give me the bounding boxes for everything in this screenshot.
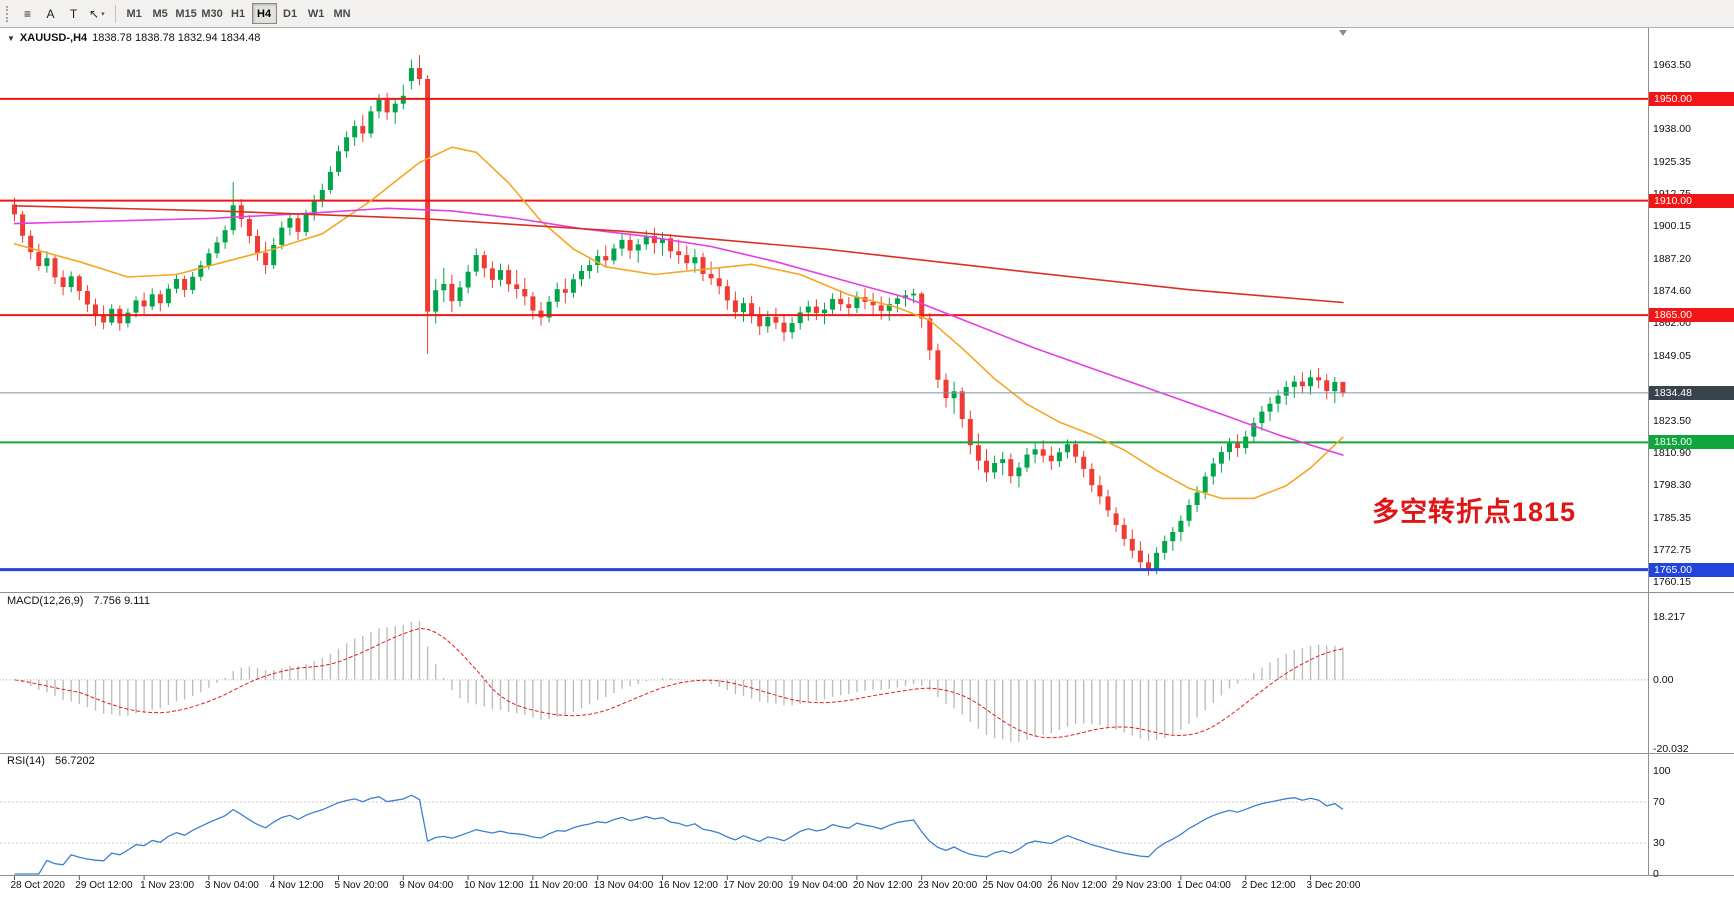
- arrows-tool-icon[interactable]: ↖ ▾: [89, 6, 105, 21]
- macd-panel-label: MACD(12,26,9) 7.756 9.111: [7, 595, 150, 607]
- chart-shift-marker[interactable]: [1339, 30, 1347, 36]
- price-axis-tick: 1849.05: [1653, 349, 1691, 362]
- price-axis-tick: 1810.90: [1653, 446, 1691, 459]
- rsi-line: [14, 794, 1344, 875]
- timeframe-group: M1 M5 M15 M30 H1 H4 D1 W1 MN: [122, 3, 356, 24]
- timeframe-m15[interactable]: M15: [175, 7, 197, 20]
- time-axis-label: 16 Nov 12:00: [658, 880, 719, 891]
- macd-axis-tick: 18.217: [1653, 611, 1686, 623]
- price-level-badge: 1950.00: [1649, 91, 1734, 106]
- ma-fast-line: [13, 146, 1344, 500]
- time-axis-label: 11 Nov 20:00: [528, 880, 588, 891]
- time-axis-label: 10 Nov 12:00: [464, 880, 524, 891]
- macd-name: MACD(12,26,9): [7, 595, 84, 607]
- timeframe-h4[interactable]: H4: [251, 3, 277, 24]
- timeframe-m1[interactable]: M1: [126, 7, 142, 20]
- time-axis-label: 9 Nov 04:00: [399, 880, 454, 891]
- time-axis-label: 20 Nov 12:00: [852, 880, 913, 891]
- price-axis-tick: 1900.15: [1653, 219, 1691, 232]
- price-axis-tick: 1798.30: [1653, 478, 1691, 491]
- timeframe-w1[interactable]: W1: [307, 7, 325, 20]
- timeframe-m30[interactable]: M30: [201, 7, 223, 20]
- dropdown-arrow-icon: ▾: [101, 10, 105, 18]
- time-axis-label: 25 Nov 04:00: [982, 880, 1043, 891]
- time-axis-label: 26 Nov 12:00: [1047, 880, 1107, 891]
- price-axis-tick: 1785.35: [1653, 511, 1691, 524]
- ma-mid-line: [13, 207, 1344, 456]
- time-axis-label: 13 Nov 04:00: [593, 880, 654, 891]
- price-axis-tick: 1887.20: [1653, 252, 1691, 265]
- rsi-name: RSI(14): [7, 755, 45, 767]
- rsi-axis-tick: 70: [1653, 795, 1665, 808]
- rsi-axis-tick: 100: [1653, 765, 1671, 777]
- price-level-badge: 1865.00: [1649, 308, 1734, 323]
- toolbar: ≡ A T ↖ ▾ M1 M5 M15 M30 H1 H4 D1 W1 MN: [0, 0, 1734, 28]
- toolbar-separator: [114, 4, 116, 23]
- macd-histogram: [13, 621, 1344, 742]
- rsi-value: 56.7202: [54, 755, 95, 767]
- price-axis-tick: 1925.35: [1653, 155, 1691, 168]
- symbol-row: ▼ XAUUSD-,H4 1838.78 1838.78 1832.94 183…: [7, 32, 260, 44]
- toolbar-grip[interactable]: [6, 5, 10, 22]
- bid-price-badge: 1834.48: [1649, 385, 1734, 400]
- text-label-icon[interactable]: A: [46, 6, 55, 21]
- timeframe-d1[interactable]: D1: [283, 7, 298, 20]
- rsi-panel-label: RSI(14) 56.7202: [7, 755, 95, 767]
- time-axis-label: 5 Nov 20:00: [334, 880, 389, 891]
- time-axis-label: 19 Nov 04:00: [788, 880, 848, 891]
- time-axis-label: 4 Nov 12:00: [269, 880, 324, 891]
- macd-axis-tick: 0.00: [1653, 673, 1674, 686]
- price-axis-tick: 1760.15: [1653, 575, 1691, 588]
- timeframe-h1[interactable]: H1: [231, 7, 246, 20]
- price-axis-tick: 1823.50: [1653, 414, 1691, 427]
- ma-slow-line: [13, 205, 1344, 304]
- time-axis-label: 29 Oct 12:00: [75, 880, 133, 891]
- time-axis-label: 1 Nov 23:00: [140, 880, 195, 891]
- symbol-label: XAUUSD-,H4: [19, 32, 88, 44]
- time-axis-label: 3 Dec 20:00: [1306, 880, 1361, 891]
- time-axis-label: 23 Nov 20:00: [917, 880, 978, 891]
- time-axis-label: 29 Nov 23:00: [1112, 880, 1172, 891]
- macd-signal-line: [14, 627, 1344, 739]
- rsi-axis-tick: 0: [1653, 868, 1659, 880]
- drawing-tools-group: ≡ A T ↖ ▾: [16, 3, 109, 24]
- charts-menu-icon[interactable]: ≡: [23, 6, 31, 21]
- time-axis-label: 17 Nov 20:00: [723, 880, 783, 891]
- ohlc-values: 1838.78 1838.78 1832.94 1834.48: [92, 32, 261, 44]
- text-tool-icon[interactable]: T: [69, 6, 78, 21]
- time-axis-label: 1 Dec 04:00: [1176, 880, 1231, 891]
- symbol-dropdown-icon[interactable]: ▼: [7, 33, 15, 43]
- timeframe-mn[interactable]: MN: [333, 7, 351, 20]
- price-axis-tick: 1874.60: [1653, 284, 1691, 297]
- rsi-axis-tick: 30: [1653, 837, 1665, 850]
- time-axis-label: 3 Nov 04:00: [204, 880, 259, 891]
- chart-annotation[interactable]: 多空转折点1815: [1372, 497, 1577, 527]
- candlestick-series: [12, 55, 1346, 576]
- time-axis-label: 2 Dec 12:00: [1241, 880, 1296, 891]
- price-axis-tick: 1963.50: [1653, 58, 1691, 71]
- price-axis-tick: 1938.00: [1653, 123, 1691, 136]
- macd-values: 7.756 9.111: [93, 595, 150, 607]
- price-level-badge: 1910.00: [1649, 193, 1734, 208]
- timeframe-m5[interactable]: M5: [152, 7, 168, 20]
- macd-axis-tick: -20.032: [1653, 743, 1689, 755]
- time-axis-label: 28 Oct 2020: [10, 880, 65, 891]
- price-level-badge: 1765.00: [1649, 562, 1734, 577]
- price-level-badge: 1815.00: [1649, 435, 1734, 450]
- price-axis-tick: 1772.75: [1653, 543, 1691, 556]
